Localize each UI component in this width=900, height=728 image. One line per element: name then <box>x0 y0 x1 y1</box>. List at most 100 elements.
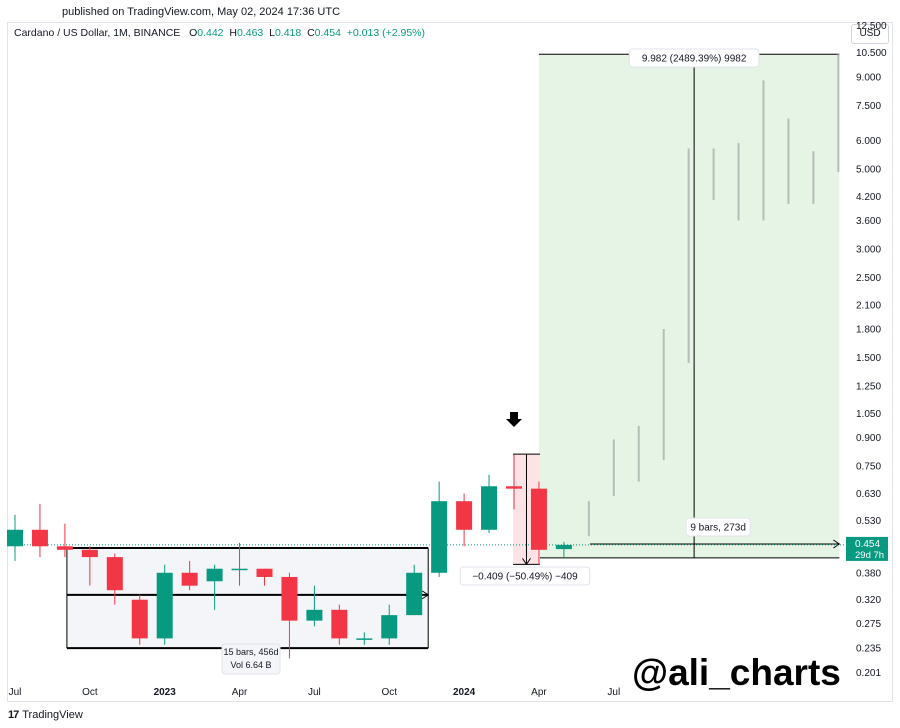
candle[interactable] <box>181 560 198 591</box>
candle[interactable] <box>231 542 248 586</box>
candle[interactable] <box>481 474 498 533</box>
candle[interactable] <box>530 481 547 565</box>
y-tick-label: 10.500 <box>856 48 887 59</box>
y-tick-label: 12.500 <box>856 21 887 32</box>
x-tick-label: Jul <box>607 687 620 698</box>
candle-body <box>356 638 373 640</box>
candle-body <box>530 488 547 550</box>
candle[interactable] <box>406 564 423 616</box>
candle-body <box>81 549 98 558</box>
candle-body <box>256 568 273 577</box>
low-label: L <box>269 27 275 39</box>
x-tick-label: Jul <box>308 687 321 698</box>
x-tick-label: Oct <box>82 687 98 698</box>
candle-body <box>456 501 473 530</box>
candle-body <box>406 572 423 616</box>
candle-body <box>431 501 448 573</box>
y-tick-label: 0.201 <box>856 668 881 679</box>
symbol-title: Cardano / US Dollar, 1M, BINANCE <box>14 27 181 39</box>
candle[interactable] <box>555 541 572 558</box>
candle[interactable] <box>56 523 73 558</box>
candle[interactable] <box>381 604 398 645</box>
high-value: 0.463 <box>236 27 264 39</box>
range-arrow-right-icon <box>421 590 430 600</box>
y-tick-label: 0.235 <box>856 644 881 655</box>
candle[interactable] <box>356 632 373 645</box>
drop-label-text: −0.409 (−50.49%) −409 <box>472 572 578 583</box>
drop-label: −0.409 (−50.49%) −409 <box>459 566 591 586</box>
candle[interactable] <box>81 546 98 586</box>
tradingview-brand[interactable]: 17 TradingView <box>8 709 83 721</box>
chart-legend: Cardano / US Dollar, 1M, BINANCE O0.442 … <box>14 27 425 39</box>
currency-selector[interactable]: USD <box>851 24 889 44</box>
projection-label-bg <box>685 517 751 537</box>
y-tick-label: 1.250 <box>856 382 881 393</box>
candle[interactable] <box>256 568 273 586</box>
candle-body <box>506 486 522 489</box>
candle[interactable] <box>131 594 148 645</box>
y-tick-label: 0.530 <box>856 516 881 527</box>
candle-body <box>381 615 398 639</box>
down-arrow-icon <box>506 412 522 427</box>
brand-name: TradingView <box>22 709 83 721</box>
y-tick-label: 3.000 <box>856 245 881 256</box>
candle-body <box>156 572 173 639</box>
candle-body <box>331 609 348 639</box>
chart-frame <box>7 22 893 702</box>
drop-label-bg <box>459 566 591 586</box>
y-tick-label: 3.600 <box>856 216 881 227</box>
candle-body <box>131 599 148 639</box>
candle-body <box>31 529 48 547</box>
price-tag-bg <box>846 536 888 561</box>
candle-body <box>306 609 323 621</box>
y-tick-label: 0.380 <box>856 568 881 579</box>
author-watermark: @ali_charts <box>632 652 841 693</box>
low-value: 0.418 <box>274 27 302 39</box>
range-label-bars: 15 bars, 456d <box>223 647 278 657</box>
y-tick-label: 1.050 <box>856 409 881 420</box>
candle[interactable] <box>7 514 23 561</box>
projection-label-text: 9 bars, 273d <box>690 523 746 534</box>
y-tick-label: 9.000 <box>856 72 881 83</box>
candle[interactable] <box>331 604 348 645</box>
candle[interactable] <box>156 564 173 645</box>
x-tick-label: Oct <box>381 687 397 698</box>
candle-body <box>555 544 572 550</box>
price-tag-countdown: 29d 7h <box>855 550 884 561</box>
y-tick-label: 4.200 <box>856 192 881 203</box>
candle-body <box>7 529 23 547</box>
candle[interactable] <box>31 503 48 558</box>
candle[interactable] <box>206 564 223 610</box>
time-arrow-right-icon <box>833 539 841 549</box>
range-label-bg <box>221 643 281 675</box>
candle[interactable] <box>106 553 123 605</box>
y-tick-label: 1.500 <box>856 353 881 364</box>
candle[interactable] <box>506 454 522 510</box>
published-note: published on TradingView.com, May 02, 20… <box>62 6 341 18</box>
open-value: 0.442 <box>197 27 224 39</box>
tradingview-logo-icon: 17 <box>8 709 19 721</box>
y-tick-label: 5.000 <box>856 164 881 175</box>
candle[interactable] <box>281 572 298 659</box>
rise-label-text: 9.982 (2489.39%) 9982 <box>642 54 747 65</box>
y-tick-label: 0.750 <box>856 462 881 473</box>
y-tick-label: 7.500 <box>856 101 881 112</box>
x-tick-label: 2024 <box>453 687 476 698</box>
candle[interactable] <box>456 493 473 547</box>
close-label: C <box>307 27 315 39</box>
price-tag-value: 0.454 <box>855 539 880 550</box>
x-tick-label: Apr <box>232 687 248 698</box>
candle[interactable] <box>431 481 448 577</box>
x-tick-label: Jul <box>9 687 22 698</box>
rise-label: 9.982 (2489.39%) 9982 <box>628 48 760 68</box>
y-tick-label: 2.100 <box>856 300 881 311</box>
range-box <box>66 548 429 649</box>
range-label-vol: Vol 6.64 B <box>230 660 271 670</box>
y-tick-label: 1.800 <box>856 325 881 336</box>
y-tick-label: 0.900 <box>856 433 881 444</box>
candle[interactable] <box>306 585 323 627</box>
close-value: 0.454 <box>314 27 341 39</box>
rise-label-bg <box>628 48 760 68</box>
